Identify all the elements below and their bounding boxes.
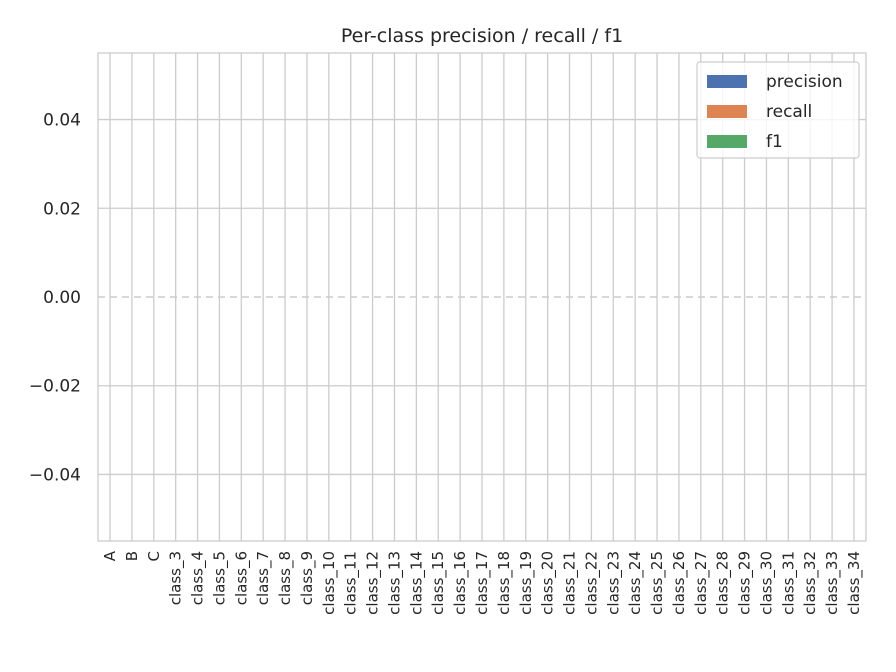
x-tick-label: class_14 <box>407 551 426 615</box>
legend-swatch-recall <box>707 105 747 118</box>
x-tick-label: A <box>101 550 119 561</box>
x-tick-label: class_27 <box>692 551 711 615</box>
legend-label-f1: f1 <box>766 132 783 152</box>
x-tick-label: class_3 <box>167 551 186 605</box>
x-tick-label: class_15 <box>429 551 448 615</box>
legend-swatch-precision <box>707 75 747 88</box>
x-tick-label: class_19 <box>517 551 536 615</box>
x-tick-label: class_10 <box>320 551 339 615</box>
legend: precision recall f1 <box>696 61 860 159</box>
x-tick-label: class_8 <box>276 551 295 605</box>
y-tick-label: 0.02 <box>43 199 81 219</box>
x-tick-label: class_5 <box>210 551 229 605</box>
legend-label-precision: precision <box>766 72 843 92</box>
y-tick-label: 0.04 <box>43 111 81 131</box>
x-tick-label: class_25 <box>648 551 667 615</box>
x-tick-label: class_24 <box>626 551 645 615</box>
legend-swatch-f1 <box>707 135 747 148</box>
x-tick-label: class_7 <box>254 551 273 605</box>
x-tick-label: B <box>123 551 141 561</box>
chart-title: Per-class precision / recall / f1 <box>341 25 623 47</box>
x-tick-label: class_21 <box>561 551 580 615</box>
x-tick-label: class_16 <box>451 551 470 615</box>
x-tick-label: class_4 <box>189 551 208 605</box>
x-tick-label: class_33 <box>823 551 842 615</box>
plot-frame <box>97 52 867 542</box>
x-tick-label: class_22 <box>582 551 601 615</box>
x-tick-label: class_9 <box>298 551 317 605</box>
x-tick-label: class_12 <box>364 551 383 615</box>
x-tick-label: class_32 <box>801 551 820 615</box>
x-tick-label: class_28 <box>714 551 733 615</box>
x-tick-label: class_34 <box>845 551 864 615</box>
x-tick-label: class_17 <box>473 551 492 615</box>
x-tick-label: class_23 <box>604 551 623 615</box>
x-tick-label: class_31 <box>779 551 798 615</box>
legend-label-recall: recall <box>766 102 812 122</box>
x-tick-label: class_30 <box>757 551 776 615</box>
x-tick-label: class_20 <box>539 551 558 615</box>
x-tick-label: C <box>145 551 163 561</box>
x-tick-label: class_26 <box>670 551 689 615</box>
y-tick-label: 0.00 <box>43 288 81 308</box>
y-axis-ticks: 0.04 0.02 0.00 −0.02 −0.04 <box>29 111 81 486</box>
y-tick-label: −0.04 <box>29 465 81 485</box>
x-tick-label: class_11 <box>342 551 361 615</box>
y-tick-label: −0.02 <box>29 377 81 397</box>
x-tick-label: class_18 <box>495 551 514 615</box>
x-tick-label: class_6 <box>232 551 251 605</box>
x-tick-label: class_13 <box>385 551 404 615</box>
x-tick-label: class_29 <box>736 551 755 615</box>
